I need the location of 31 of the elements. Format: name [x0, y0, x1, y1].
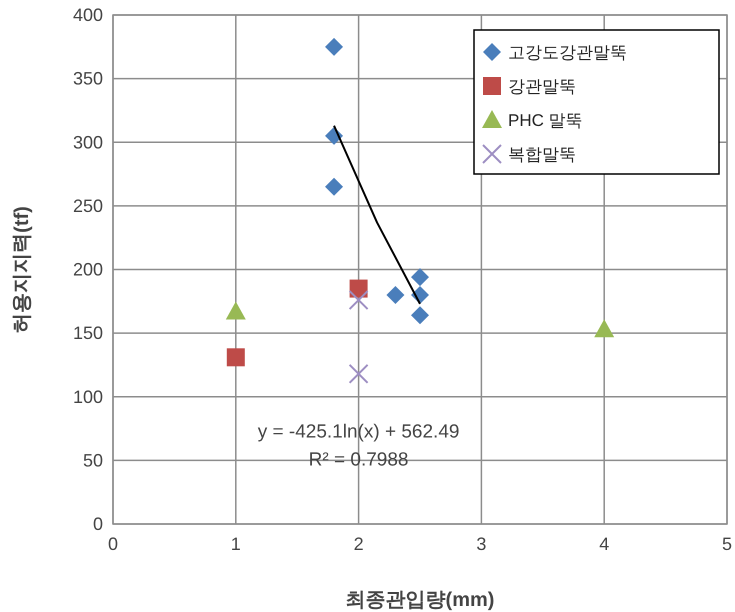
- y-tick-label: 400: [72, 5, 103, 25]
- x-tick-label: 2: [354, 534, 364, 554]
- point: [226, 348, 245, 366]
- x-tick-label: 1: [230, 534, 241, 554]
- point: [348, 290, 369, 310]
- point: [411, 306, 429, 324]
- y-tick-label: 100: [72, 386, 103, 407]
- legend-label: 고강도강관말뚝: [508, 43, 627, 62]
- y-axis-title: 허용지지력(tf): [11, 206, 33, 333]
- y-tick-label: 0: [92, 514, 103, 534]
- point: [594, 319, 614, 338]
- point: [226, 301, 246, 320]
- y-tick-label: 50: [82, 450, 103, 470]
- y-tick-label: 250: [72, 196, 103, 216]
- x-tick-label: 0: [108, 534, 118, 554]
- point: [325, 178, 344, 196]
- y-tick-label: 300: [72, 132, 103, 152]
- y-tick-label: 350: [72, 68, 103, 89]
- y-tick-label: 200: [72, 260, 103, 280]
- x-tick-label: 5: [722, 534, 732, 554]
- point: [411, 268, 429, 286]
- point: [348, 364, 369, 384]
- legend-label: 강관말뚝: [508, 77, 576, 96]
- x-tick-label: 4: [599, 534, 610, 554]
- point: [386, 286, 404, 304]
- legend-label: PHC 말뚝: [508, 111, 583, 130]
- legend-label: 복합말뚝: [508, 145, 576, 164]
- x-tick-label: 3: [476, 534, 486, 554]
- x-axis-title: 최종관입량(mm): [346, 589, 494, 611]
- y-tick-label: 150: [72, 323, 103, 344]
- point: [325, 38, 344, 56]
